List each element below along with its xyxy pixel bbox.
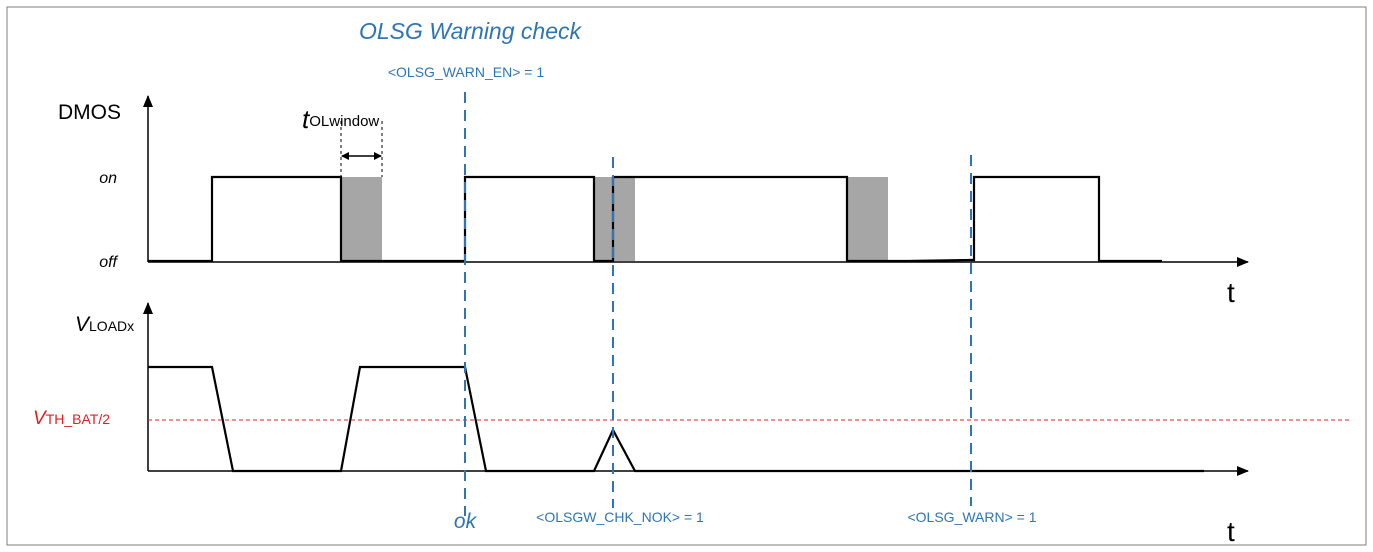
- vload-axis-label-sub: LOADx: [89, 318, 134, 334]
- marker-label-warn: <OLSG_WARN> = 1: [907, 509, 1036, 525]
- marker-label-chk-nok: <OLSGW_CHK_NOK> = 1: [536, 509, 704, 525]
- diagram-frame: [6, 6, 1367, 546]
- ol-window-box-2: [594, 177, 635, 261]
- ol-window-label-sub: OLwindow: [309, 113, 379, 130]
- dmos-level-on: on: [99, 170, 117, 187]
- ol-window-label: tOLwindow: [302, 104, 379, 134]
- dmos-waveform: [148, 175, 1162, 263]
- vload-axis-label-main: V: [75, 313, 91, 336]
- vload-time-axis-label: t: [1227, 516, 1235, 547]
- dmos-axis-label: DMOS: [58, 101, 121, 124]
- dmos-time-axis-label: t: [1227, 277, 1235, 308]
- marker-label-ok: ok: [454, 510, 478, 533]
- dmos-level-off: off: [99, 254, 118, 271]
- ol-window-box-1: [341, 177, 382, 261]
- threshold-label: VTH_BAT/2: [33, 408, 110, 429]
- ol-window-label-main: t: [302, 104, 311, 134]
- threshold-label-main: V: [33, 408, 48, 429]
- ol-window-box-3: [847, 177, 888, 261]
- vload-axis-label: VLOADx: [75, 313, 134, 336]
- threshold-label-sub: TH_BAT/2: [46, 411, 111, 427]
- vload-waveform: [148, 365, 1204, 473]
- marker-label-warn-en: <OLSG_WARN_EN> = 1: [388, 64, 544, 80]
- diagram-title: OLSG Warning check: [359, 18, 583, 44]
